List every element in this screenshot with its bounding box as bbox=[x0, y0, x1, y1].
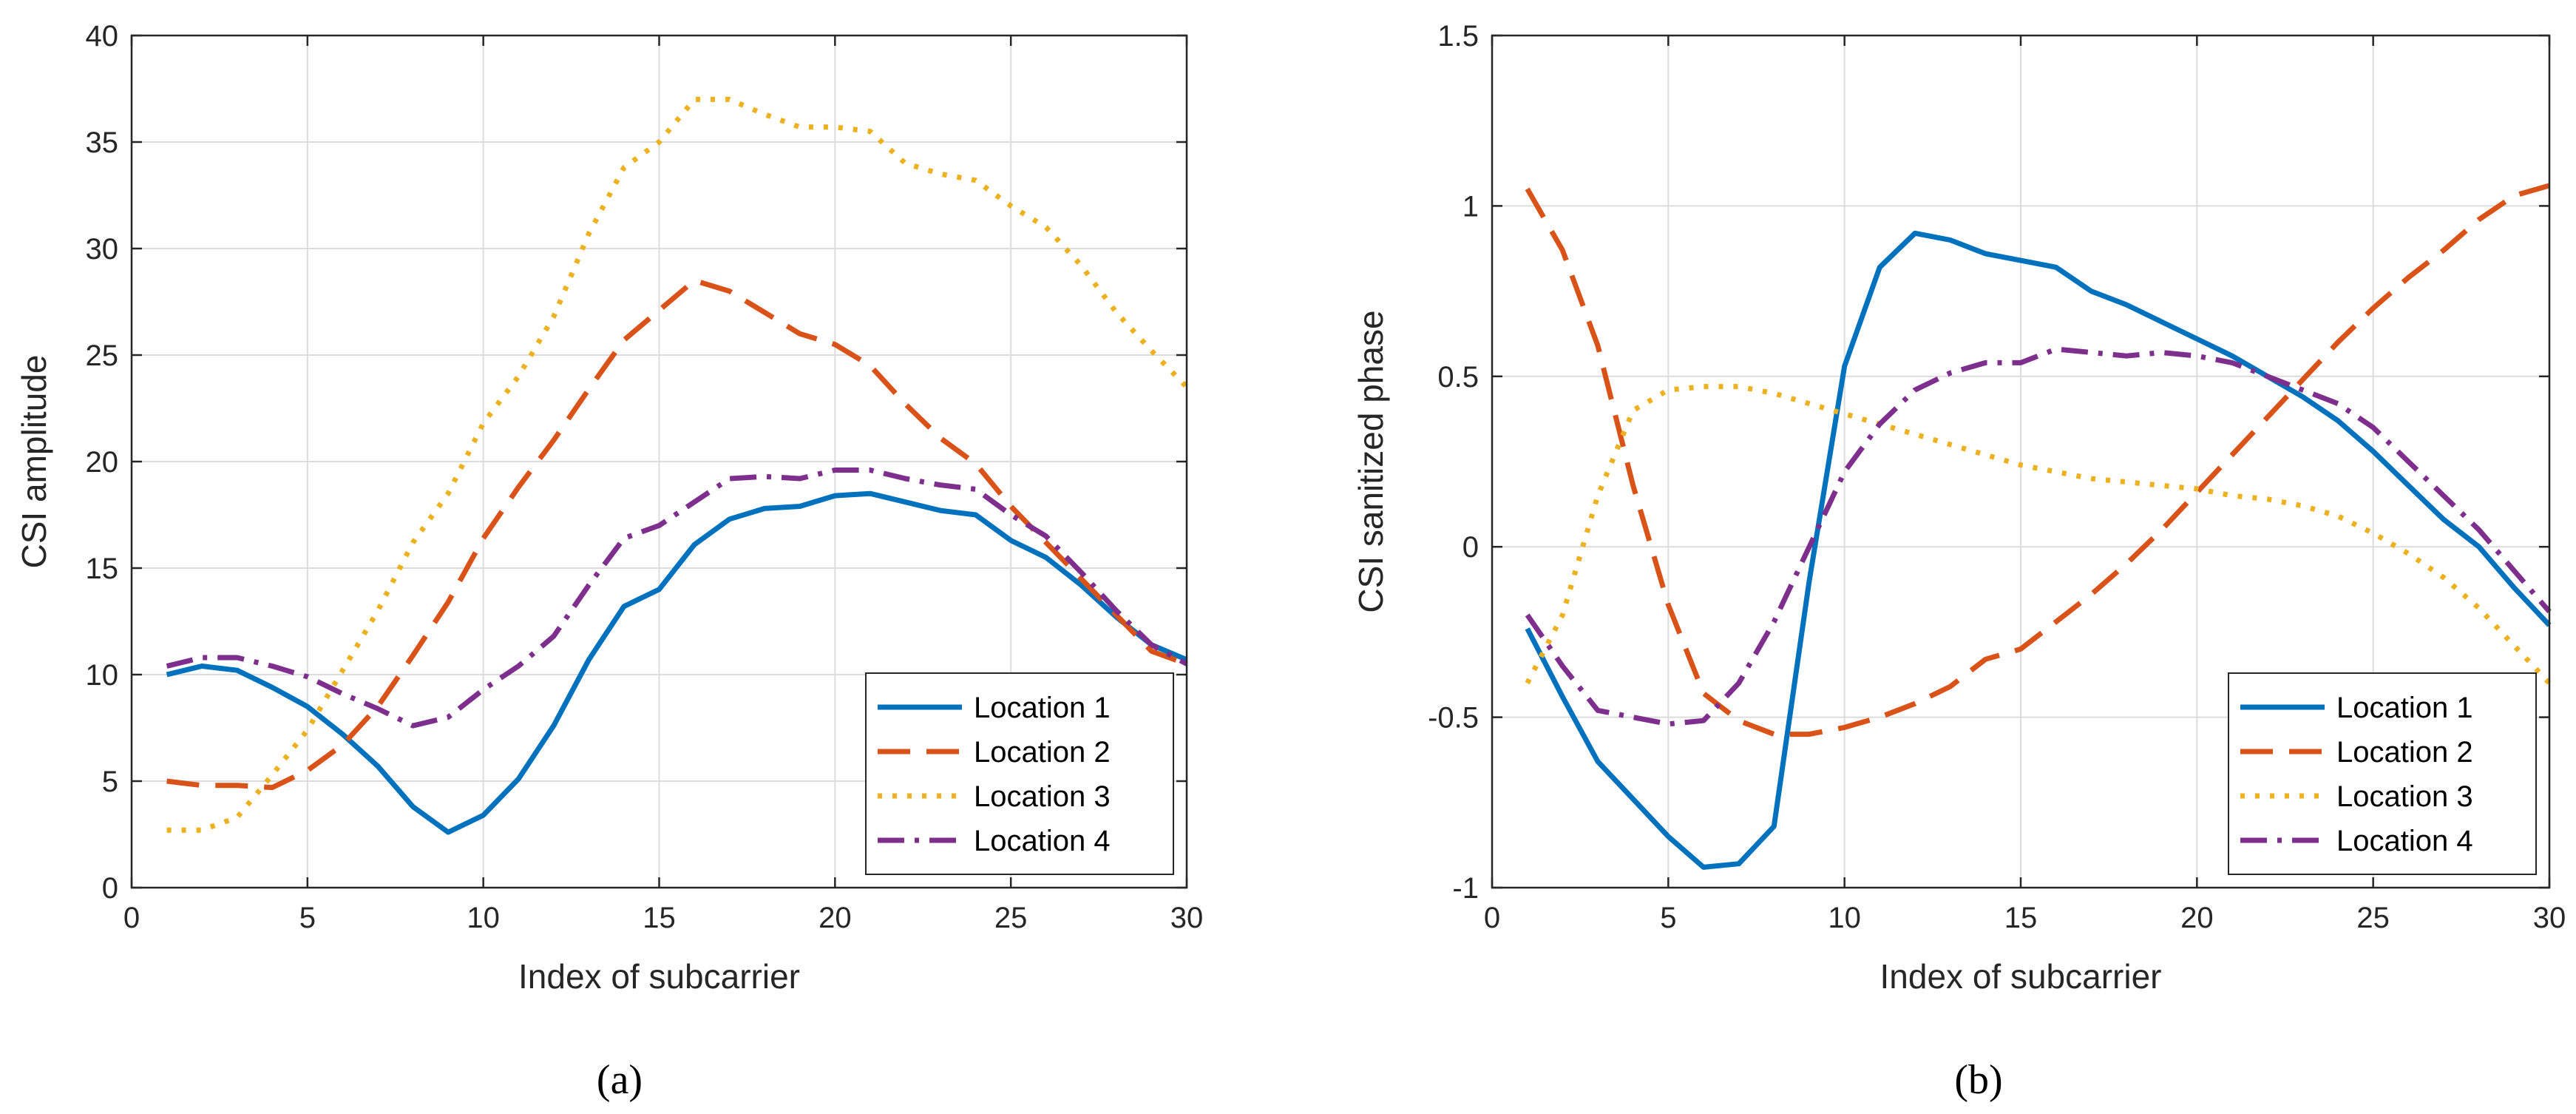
legend: Location 1 Location 2 Location 3 Location 4 bbox=[865, 672, 1174, 875]
x-tick-label: 5 bbox=[1660, 902, 1676, 934]
y-tick-label: 10 bbox=[86, 659, 119, 692]
y-tick-label: -0.5 bbox=[1428, 702, 1479, 735]
series-line-location-1 bbox=[166, 490, 1188, 835]
y-tick-label: 20 bbox=[86, 446, 119, 479]
y-axis-label: CSI amplitude bbox=[15, 355, 53, 569]
y-tick-label: 0 bbox=[1462, 531, 1479, 564]
legend-label-location-1: Location 1 bbox=[974, 692, 1111, 724]
series-lines bbox=[166, 96, 1189, 835]
series-lines bbox=[1525, 183, 2552, 870]
chart-panel-a: 0 5 10 15 20 25 30 0 5 10 15 20 25 30 35 40 Index of sub… bbox=[15, 20, 1203, 1103]
y-tick-label: 0 bbox=[102, 872, 118, 905]
panel-caption: (b) bbox=[1954, 1057, 2002, 1103]
y-tick-label: 5 bbox=[102, 766, 118, 798]
y-tick-label: 1 bbox=[1462, 190, 1479, 223]
y-tick-label: 40 bbox=[86, 20, 119, 53]
y-tick-label: 15 bbox=[86, 553, 119, 585]
x-axis-label: Index of subcarrier bbox=[1880, 957, 2162, 996]
legend-label-location-2: Location 2 bbox=[974, 736, 1111, 769]
y-tick-label: 1.5 bbox=[1437, 20, 1479, 53]
x-tick-label: 30 bbox=[1170, 902, 1204, 934]
legend-label-location-2: Location 2 bbox=[2336, 736, 2473, 769]
x-tick-label: 15 bbox=[643, 902, 676, 934]
x-tick-label: 15 bbox=[2004, 902, 2038, 934]
series-line-location-4 bbox=[166, 467, 1188, 729]
x-tick-label: 20 bbox=[2180, 902, 2214, 934]
x-tick-label: 10 bbox=[1828, 902, 1861, 934]
x-tick-label: 10 bbox=[467, 902, 500, 934]
panel-caption: (a) bbox=[597, 1057, 643, 1103]
legend-label-location-3: Location 3 bbox=[974, 780, 1111, 813]
series-line-location-3 bbox=[166, 96, 1189, 833]
series-line-location-1 bbox=[1525, 230, 2552, 870]
chart-panel-b: 0 5 10 15 20 25 30 -1 -0.5 0 0.5 1 1.5 Index of subca… bbox=[1352, 20, 2566, 1103]
series-line-location-2 bbox=[1525, 183, 2550, 737]
x-axis-label: Index of subcarrier bbox=[518, 957, 800, 996]
legend: Location 1 Location 2 Location 3 Location 4 bbox=[2228, 672, 2537, 875]
y-tick-label: 35 bbox=[86, 126, 119, 159]
x-tick-label: 0 bbox=[1484, 902, 1500, 934]
x-tick-label: 25 bbox=[2356, 902, 2390, 934]
legend-label-location-4: Location 4 bbox=[974, 825, 1111, 857]
legend-label-location-1: Location 1 bbox=[2336, 692, 2473, 724]
grid bbox=[132, 36, 1187, 888]
series-line-location-2 bbox=[166, 277, 1188, 791]
y-tick-label: 0.5 bbox=[1437, 361, 1479, 394]
x-tick-label: 30 bbox=[2533, 902, 2566, 934]
series-line-location-3 bbox=[1525, 384, 2552, 685]
y-tick-label: -1 bbox=[1452, 872, 1479, 905]
x-tick-label: 0 bbox=[123, 902, 140, 934]
legend-label-location-3: Location 3 bbox=[2336, 780, 2473, 813]
y-axis-label: CSI sanitized phase bbox=[1352, 310, 1390, 612]
y-tick-label: 30 bbox=[86, 233, 119, 266]
x-tick-label: 20 bbox=[818, 902, 852, 934]
y-tick-label: 25 bbox=[86, 340, 119, 372]
series-line-location-4 bbox=[1525, 346, 2552, 727]
grid bbox=[1492, 36, 2549, 888]
x-tick-label: 5 bbox=[299, 902, 316, 934]
legend-label-location-4: Location 4 bbox=[2336, 825, 2473, 857]
x-tick-label: 25 bbox=[994, 902, 1028, 934]
